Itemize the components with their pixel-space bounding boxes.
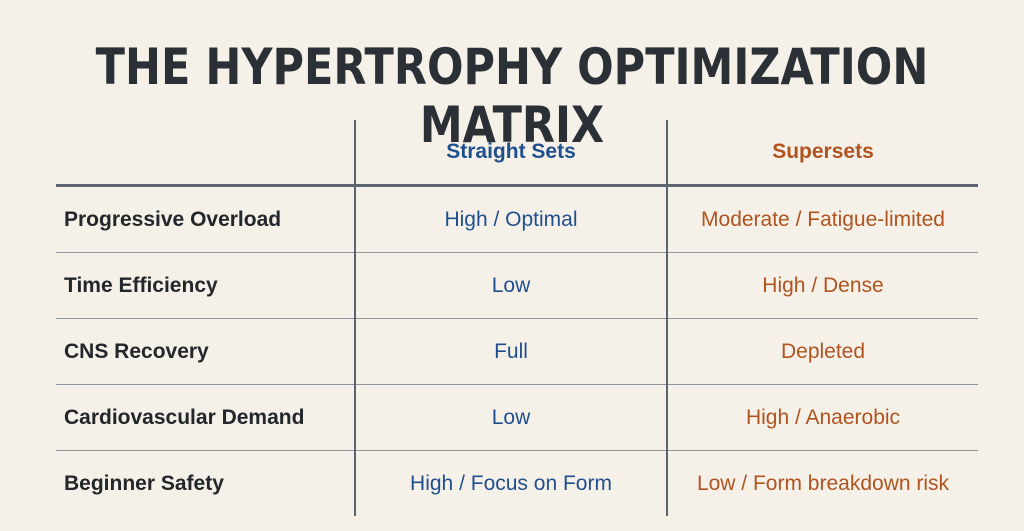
header-row: Straight Sets Supersets bbox=[56, 120, 978, 187]
cell: High / Dense bbox=[666, 252, 978, 319]
cell: Moderate / Fatigue-limited bbox=[666, 185, 978, 253]
row-label: CNS Recovery bbox=[56, 318, 355, 385]
row-label: Progressive Overload bbox=[64, 207, 282, 231]
cell: Low bbox=[354, 384, 667, 451]
cell: Low bbox=[354, 252, 667, 319]
matrix-table: Straight Sets Supersets Progressive Over… bbox=[56, 120, 978, 516]
table-row: Time Efficiency Low High / Dense bbox=[56, 252, 978, 319]
row-label: Cardiovascular Demand bbox=[56, 384, 355, 451]
table-row: Progressive Overload High / Optimal Modera… bbox=[56, 185, 978, 253]
table-row: Beginner Safety High / Focus on Form Low /… bbox=[56, 450, 978, 516]
column-header: Supersets bbox=[666, 120, 978, 187]
column-header: Straight Sets bbox=[354, 120, 667, 187]
table-body: Progressive Overload High / Optimal Modera… bbox=[56, 185, 978, 516]
cell: Low / Form breakdown risk bbox=[666, 450, 978, 516]
corner-cell bbox=[56, 120, 355, 187]
row-label: Time Efficiency bbox=[56, 252, 355, 319]
cell: High / Focus on Form bbox=[354, 450, 667, 516]
row-label: Beginner Safety bbox=[56, 450, 355, 516]
cell: High / Anaerobic bbox=[666, 384, 978, 451]
cell: Full bbox=[354, 318, 667, 385]
cell: High / Optimal bbox=[354, 185, 667, 253]
cell: Depleted bbox=[666, 318, 978, 385]
table-row: CNS Recovery Full Depleted bbox=[56, 318, 978, 385]
table-row: Cardiovascular Demand Low High / Anaerobic bbox=[56, 384, 978, 451]
